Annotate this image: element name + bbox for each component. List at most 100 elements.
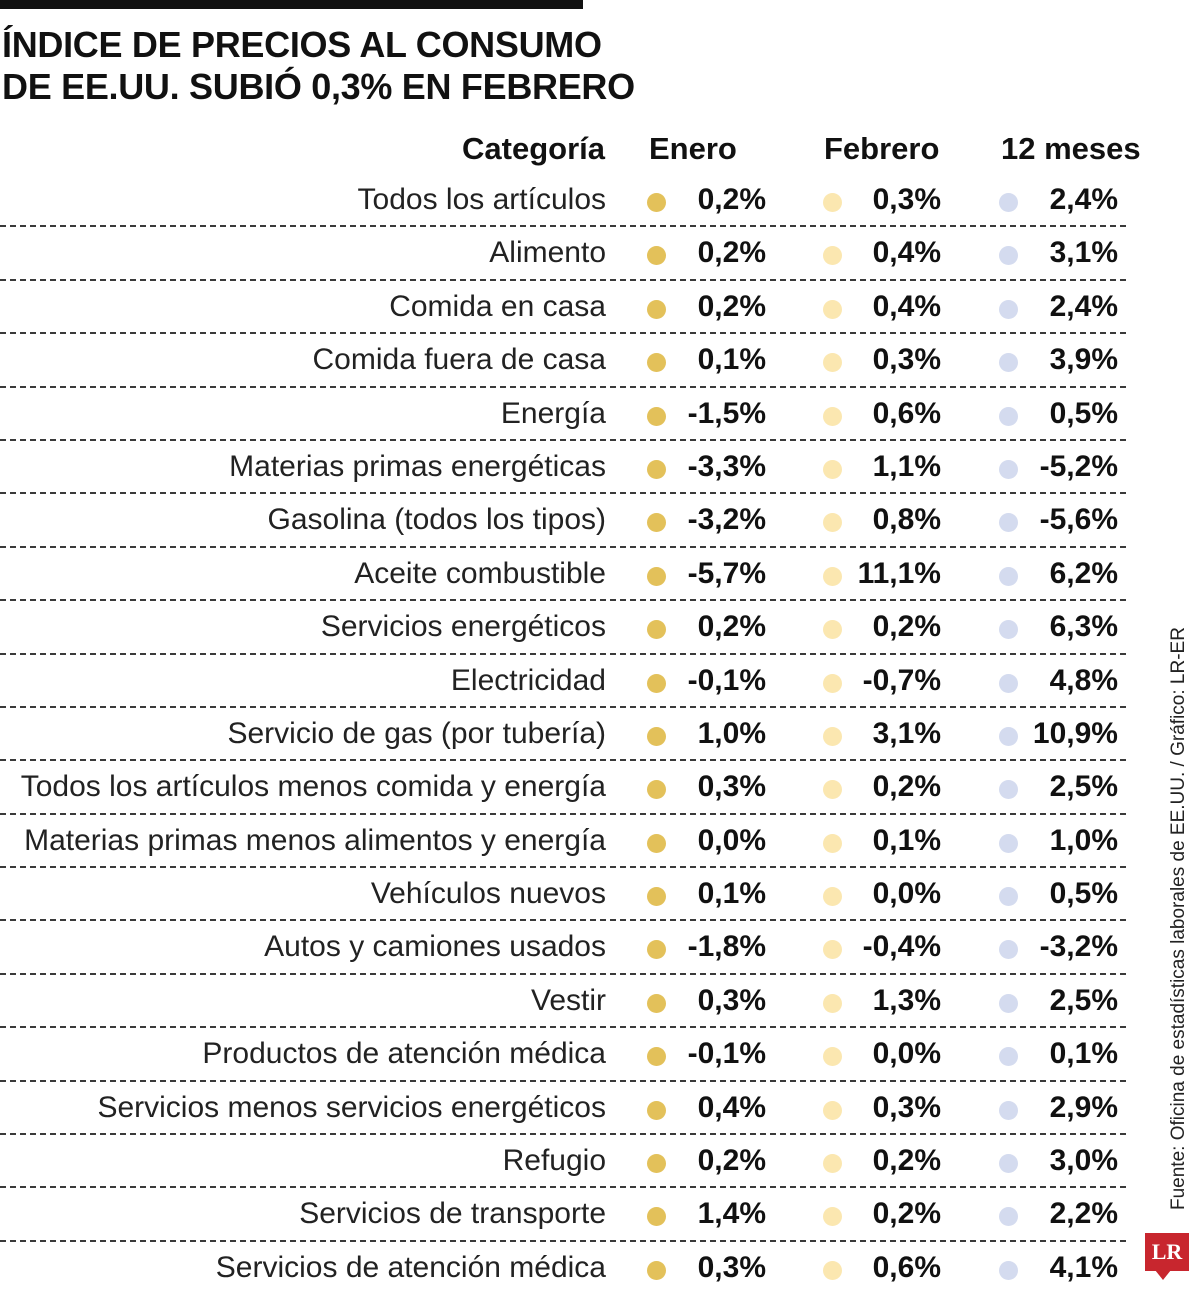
table-row: Servicios energéticos 0,2% 0,2% 6,3%: [0, 601, 1130, 655]
legend-dot-12-meses: [999, 459, 1018, 479]
legend-dot-12-meses: [999, 993, 1018, 1013]
table-row: Electricidad -0,1% -0,7% 4,8%: [0, 655, 1130, 708]
column-header-enero: Enero: [649, 131, 737, 166]
legend-dot-febrero: [823, 726, 842, 746]
legend-dot-enero: [647, 993, 666, 1013]
table-row: Gasolina (todos los tipos) -3,2% 0,8% -5,6%: [0, 494, 1130, 548]
value-febrero: 1,3%: [872, 983, 941, 1017]
row-separator: [0, 492, 1126, 495]
value-enero: -0,1%: [687, 663, 766, 697]
table-row: Todos los artículos menos comida y energ…: [0, 761, 1130, 815]
category-label: Alimento: [489, 236, 606, 270]
category-label: Materias primas energéticas: [229, 449, 606, 483]
value-12-meses: 2,4%: [1049, 289, 1118, 323]
table-row: Comida fuera de casa 0,1% 0,3% 3,9%: [0, 334, 1130, 388]
value-12-meses: 6,2%: [1049, 556, 1118, 590]
value-12-meses: 6,3%: [1049, 610, 1118, 644]
legend-dot-enero: [647, 299, 666, 319]
value-12-meses: 1,0%: [1049, 823, 1118, 857]
legend-dot-enero: [647, 566, 666, 586]
row-separator: [0, 385, 1126, 388]
value-enero: -1,5%: [687, 396, 766, 430]
category-label: Servicios de transporte: [299, 1197, 606, 1231]
legend-dot-enero: [647, 620, 666, 640]
title-line-1: ÍNDICE DE PRECIOS AL CONSUMO: [2, 24, 602, 65]
value-enero: 0,2%: [697, 1144, 766, 1178]
category-label: Electricidad: [450, 663, 606, 697]
chart-title: ÍNDICE DE PRECIOS AL CONSUMO DE EE.UU. S…: [2, 24, 635, 108]
top-accent-bar: [0, 0, 583, 9]
legend-dot-enero: [647, 673, 666, 693]
column-header-febrero: Febrero: [824, 131, 940, 166]
source-credit: Fuente: Oficina de estadísticas laborale…: [1168, 627, 1189, 1210]
table-row: Vestir 0,3% 1,3% 2,5%: [0, 975, 1130, 1029]
row-separator: [0, 1026, 1126, 1029]
value-enero: -1,8%: [687, 930, 766, 964]
legend-dot-febrero: [823, 673, 842, 693]
row-separator: [0, 1133, 1126, 1136]
legend-dot-12-meses: [999, 780, 1018, 800]
legend-dot-12-meses: [999, 673, 1018, 693]
legend-dot-febrero: [823, 1047, 842, 1067]
category-label: Vestir: [530, 983, 606, 1017]
legend-dot-enero: [647, 780, 666, 800]
row-separator: [0, 1079, 1126, 1082]
category-label: Vehículos nuevos: [370, 877, 606, 911]
title-line-2: DE EE.UU. SUBIÓ 0,3% EN FEBRERO: [2, 66, 635, 107]
legend-dot-enero: [647, 940, 666, 960]
value-12-meses: -5,2%: [1039, 449, 1118, 483]
legend-dot-enero: [647, 887, 666, 907]
table-row: Alimento 0,2% 0,4% 3,1%: [0, 227, 1130, 281]
legend-dot-febrero: [823, 406, 842, 426]
legend-dot-febrero: [823, 993, 842, 1013]
value-12-meses: 2,5%: [1049, 770, 1118, 804]
value-12-meses: 0,5%: [1049, 396, 1118, 430]
value-febrero: 0,1%: [872, 823, 941, 857]
row-separator: [0, 438, 1126, 441]
value-enero: 0,0%: [697, 823, 766, 857]
value-12-meses: 3,0%: [1049, 1144, 1118, 1178]
table-row: Autos y camiones usados -1,8% -0,4% -3,2%: [0, 921, 1130, 975]
category-label: Servicios de atención médica: [215, 1250, 606, 1284]
value-12-meses: 2,5%: [1049, 983, 1118, 1017]
row-separator: [0, 759, 1126, 762]
table-row: Comida en casa 0,2% 0,4% 2,4%: [0, 281, 1130, 335]
value-12-meses: 2,2%: [1049, 1197, 1118, 1231]
category-label: Todos los artículos menos comida y energ…: [20, 770, 606, 804]
value-febrero: 0,6%: [872, 1250, 941, 1284]
legend-dot-12-meses: [999, 566, 1018, 586]
legend-dot-enero: [647, 1207, 666, 1227]
value-enero: -3,3%: [687, 449, 766, 483]
legend-dot-febrero: [823, 1100, 842, 1120]
legend-dot-febrero: [823, 353, 842, 373]
category-label: Comida en casa: [389, 289, 606, 323]
value-febrero: 0,8%: [872, 503, 941, 537]
legend-dot-12-meses: [999, 1047, 1018, 1067]
value-febrero: 0,6%: [872, 396, 941, 430]
value-enero: 0,1%: [697, 877, 766, 911]
value-febrero: 0,2%: [872, 1144, 941, 1178]
legend-dot-enero: [647, 1100, 666, 1120]
table-row: Servicio de gas (por tubería) 1,0% 3,1% 10,…: [0, 708, 1130, 762]
value-enero: 0,2%: [697, 183, 766, 216]
category-label: Autos y camiones usados: [264, 930, 606, 964]
legend-dot-enero: [647, 1260, 666, 1280]
legend-dot-febrero: [823, 940, 842, 960]
legend-dot-12-meses: [999, 833, 1018, 853]
row-separator: [0, 278, 1126, 281]
value-febrero: -0,4%: [862, 930, 941, 964]
table-row: Todos los artículos 0,2% 0,3% 2,4%: [0, 174, 1130, 228]
table-row: Materias primas menos alimentos y energí…: [0, 815, 1130, 869]
legend-dot-12-meses: [999, 406, 1018, 426]
category-label: Energía: [500, 396, 606, 430]
lr-logo-tail: [1155, 1270, 1171, 1280]
legend-dot-enero: [647, 353, 666, 373]
value-febrero: 0,3%: [872, 343, 941, 377]
row-separator: [0, 332, 1126, 335]
value-12-meses: 2,4%: [1049, 183, 1118, 216]
value-febrero: 0,3%: [872, 1090, 941, 1124]
value-enero: 0,2%: [697, 289, 766, 323]
table-row: Servicios de atención médica 0,3% 0,6% 4,1%: [0, 1242, 1130, 1295]
legend-dot-enero: [647, 1154, 666, 1174]
value-enero: 0,3%: [697, 770, 766, 804]
